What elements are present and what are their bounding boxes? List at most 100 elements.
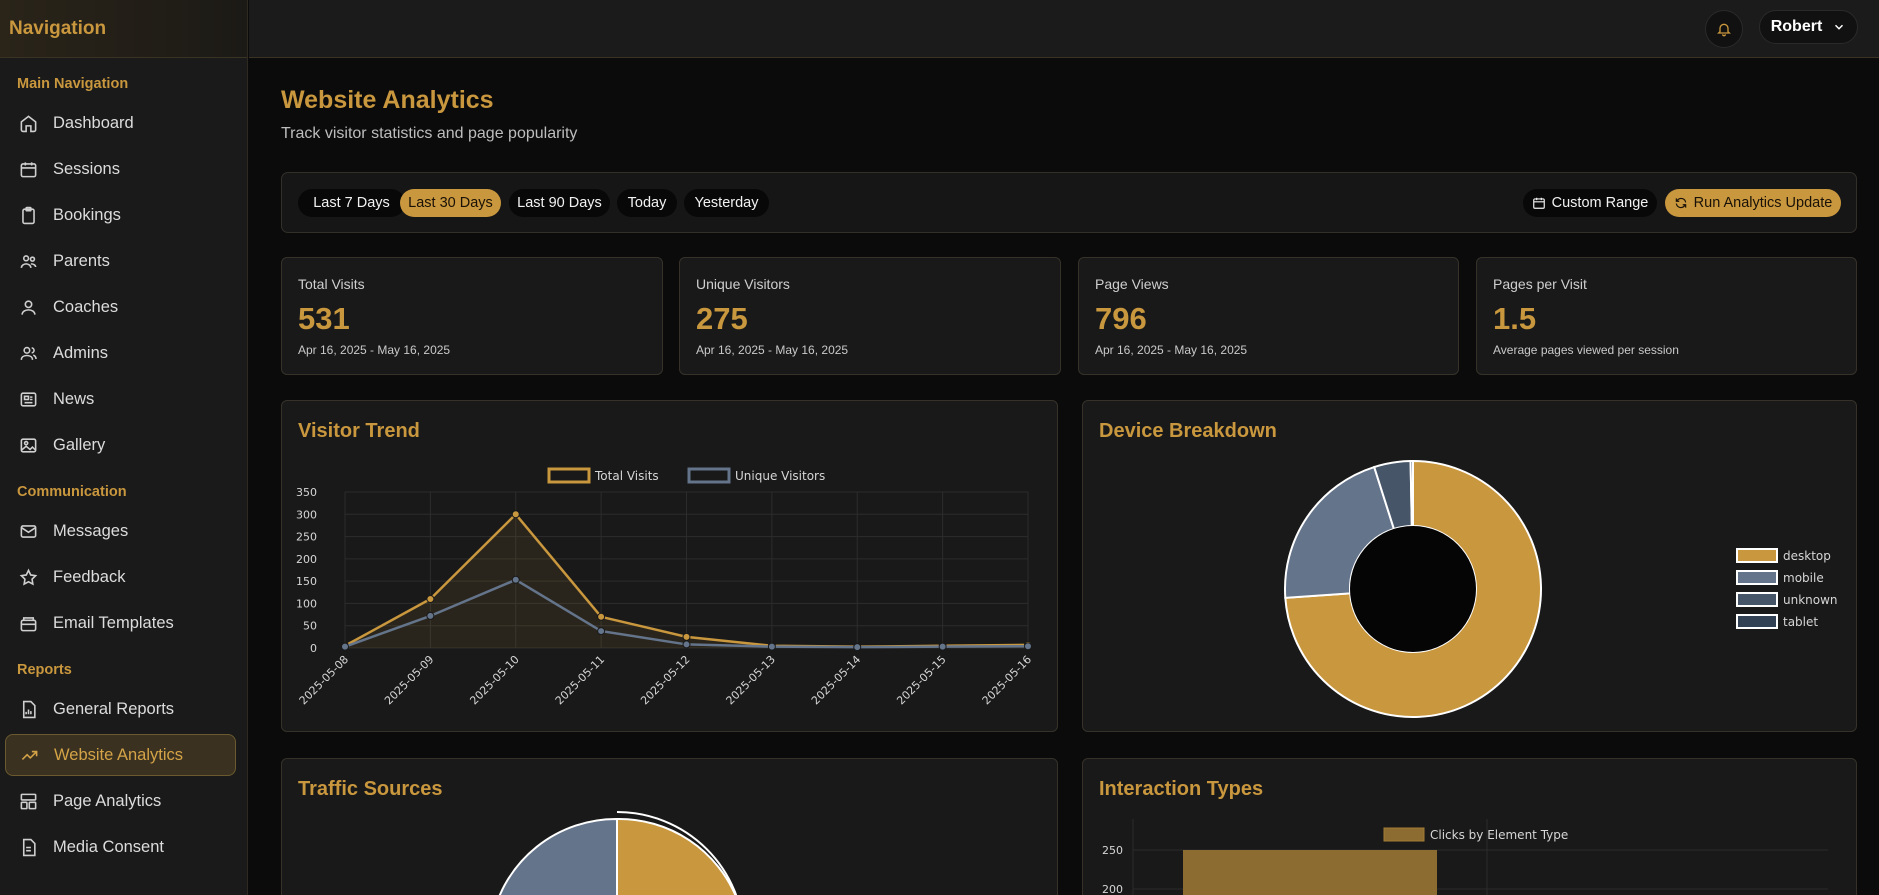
traffic-sources-panel: Traffic Sources [281, 758, 1058, 895]
data-point [511, 575, 520, 584]
x-tick-label: 2025-05-09 [382, 653, 436, 707]
x-tick-label: 2025-05-16 [980, 653, 1034, 707]
donut-hole [1350, 526, 1476, 652]
sidebar-item-feedback[interactable]: Feedback [5, 556, 236, 598]
clipboard-icon [22, 206, 35, 224]
legend-label: Total Visits [594, 469, 659, 483]
notifications-button[interactable] [1705, 10, 1743, 48]
sidebar-item-news[interactable]: News [5, 378, 236, 420]
trending-up-icon [21, 750, 38, 760]
stat-subtext: Apr 16, 2025 - May 16, 2025 [298, 343, 451, 357]
mail-icon [20, 524, 37, 538]
users-icon [20, 346, 37, 360]
stat-card-pages-per-visit: Pages per Visit 1.5 Average pages viewed… [1476, 257, 1857, 375]
bell-icon [1717, 23, 1731, 37]
x-tick-label: 2025-05-15 [894, 653, 948, 707]
stat-label: Page Views [1095, 276, 1169, 292]
sidebar-item-label: Website Analytics [54, 745, 184, 764]
sidebar-item-media-consent[interactable]: Media Consent [5, 826, 236, 868]
stat-value: 531 [298, 301, 350, 336]
stat-subtext: Apr 16, 2025 - May 16, 2025 [1095, 343, 1248, 357]
legend-label: unknown [1783, 593, 1838, 607]
x-tick-label: 2025-05-11 [553, 653, 607, 707]
y-tick-label: 50 [303, 620, 317, 633]
sidebar-item-label: Page Analytics [53, 791, 162, 810]
stat-value: 275 [696, 301, 748, 336]
top-bar [249, 0, 1879, 58]
data-point [341, 642, 349, 651]
interaction-types-panel: Interaction Types 250 200 Clicks by Elemen… [1082, 758, 1857, 895]
sidebar-item-gallery[interactable]: Gallery [5, 424, 236, 466]
legend-label: Clicks by Element Type [1430, 828, 1568, 842]
y-tick-label: 350 [296, 486, 317, 499]
x-tick-label: 2025-05-10 [467, 653, 521, 707]
sidebar-item-label: Media Consent [53, 837, 164, 856]
home-icon [20, 114, 37, 132]
users-icon [20, 254, 37, 268]
device-breakdown-panel: Device Breakdown desktop mobile unknown tab… [1082, 400, 1857, 732]
stat-value: 1.5 [1493, 301, 1537, 336]
x-tick-label: 2025-05-14 [809, 653, 863, 707]
panel-title: Interaction Types [1099, 778, 1264, 800]
y-tick-label: 200 [296, 553, 317, 566]
range-last-90-days[interactable]: Last 90 Days [509, 189, 610, 217]
user-name: Robert [1770, 18, 1823, 35]
sidebar-item-email-templates[interactable]: Email Templates [5, 602, 236, 644]
sidebar: Navigation Main Navigation Dashboard Ses… [0, 0, 248, 895]
data-point [682, 640, 691, 649]
data-point [1024, 642, 1032, 651]
sidebar-item-page-analytics[interactable]: Page Analytics [5, 780, 236, 822]
sidebar-item-bookings[interactable]: Bookings [5, 194, 236, 236]
range-last-7-days[interactable]: Last 7 Days [298, 189, 405, 217]
legend-swatch [1736, 614, 1778, 629]
sidebar-item-label: News [53, 389, 95, 408]
data-point [853, 643, 862, 652]
x-tick-label: 2025-05-08 [297, 653, 351, 707]
template-icon [20, 616, 37, 631]
stat-subtext: Apr 16, 2025 - May 16, 2025 [696, 343, 849, 357]
chevron-down-icon [1835, 24, 1844, 30]
data-point [511, 510, 520, 519]
sidebar-item-label: Messages [53, 521, 129, 540]
sidebar-title: Navigation [0, 0, 247, 58]
run-analytics-update-label: Run Analytics Update [1693, 195, 1833, 211]
image-icon [20, 437, 37, 453]
sidebar-item-dashboard[interactable]: Dashboard [5, 102, 236, 144]
page-subtitle: Track visitor statistics and page popula… [281, 125, 578, 142]
sidebar-item-label: Sessions [53, 159, 120, 178]
x-tick-label: 2025-05-12 [638, 653, 692, 707]
data-point [682, 632, 691, 641]
sidebar-item-coaches[interactable]: Coaches [5, 286, 236, 328]
panel-title: Device Breakdown [1099, 420, 1277, 442]
sidebar-item-general-reports[interactable]: General Reports [5, 688, 236, 730]
donut-slice-tablet [1409, 459, 1414, 528]
stat-card-page-views: Page Views 796 Apr 16, 2025 - May 16, 20… [1078, 257, 1459, 375]
data-point [597, 612, 606, 621]
range-yesterday[interactable]: Yesterday [684, 189, 769, 217]
legend-swatch [687, 467, 731, 484]
sidebar-section-main: Main Navigation [17, 76, 129, 92]
stat-card-total-visits: Total Visits 531 Apr 16, 2025 - May 16, … [281, 257, 663, 375]
sidebar-item-messages[interactable]: Messages [5, 510, 236, 552]
sidebar-item-website-analytics[interactable]: Website Analytics [5, 734, 236, 776]
sidebar-item-sessions[interactable]: Sessions [5, 148, 236, 190]
range-last-30-days[interactable]: Last 30 Days [400, 189, 501, 217]
legend-swatch [1736, 592, 1778, 607]
sidebar-item-parents[interactable]: Parents [5, 240, 236, 282]
range-today[interactable]: Today [617, 189, 677, 217]
visitor-trend-chart: 0 50 100 150 200 250 300 350 2025-05-08 2025-05-0… [296, 467, 1034, 707]
layout-icon [20, 793, 37, 809]
sidebar-item-label: Coaches [53, 297, 119, 316]
user-menu-button[interactable]: Robert [1759, 10, 1858, 44]
sidebar-item-admins[interactable]: Admins [5, 332, 236, 374]
stat-label: Pages per Visit [1493, 276, 1587, 292]
data-point [426, 594, 435, 603]
x-tick-label: 2025-05-13 [724, 653, 778, 707]
sidebar-item-label: Gallery [53, 435, 106, 454]
traffic-sources-chart [498, 811, 738, 895]
newspaper-icon [20, 391, 37, 407]
panel-title: Visitor Trend [298, 420, 420, 442]
date-filter-bar: Last 7 Days Last 30 Days Last 90 Days To… [281, 172, 1857, 233]
custom-range-button[interactable]: Custom Range [1523, 189, 1657, 217]
run-analytics-update-button[interactable]: Run Analytics Update [1665, 189, 1841, 217]
